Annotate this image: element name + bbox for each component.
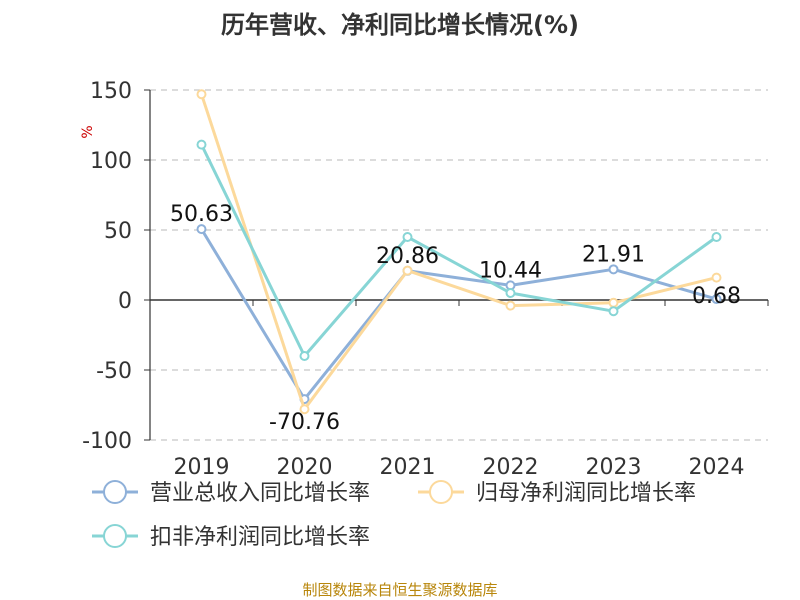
y-axis-unit: % <box>80 125 96 138</box>
legend-swatch-marker <box>103 480 127 504</box>
data-point <box>711 272 722 283</box>
data-point <box>299 351 310 361</box>
legend-label: 归母净利润同比增长率 <box>476 481 696 506</box>
x-tick-label: 2024 <box>689 455 745 480</box>
data-point <box>402 232 413 242</box>
axes: 150 100 50 0 -50 -100 2019 2020 2021 2022 2023 2024 <box>82 79 769 480</box>
x-tick-label: 2019 <box>174 455 230 480</box>
y-tick-label: -50 <box>96 359 132 384</box>
y-tick-label: 150 <box>90 79 132 104</box>
x-tick-label: 2022 <box>483 455 539 480</box>
data-point <box>196 224 207 235</box>
series-line <box>200 143 718 358</box>
data-point <box>402 265 413 276</box>
data-label: -70.76 <box>269 410 340 435</box>
data-point <box>608 297 619 308</box>
data-labels: 50.63 -70.76 20.86 10.44 21.91 0.68 <box>170 202 741 435</box>
data-point <box>505 288 516 298</box>
y-tick-label: 100 <box>90 149 132 174</box>
data-point <box>505 300 516 311</box>
data-label: 0.68 <box>692 284 741 309</box>
legend-label: 营业总收入同比增长率 <box>150 481 370 506</box>
grid-lines <box>150 89 768 441</box>
source-note: 制图数据来自恒生聚源数据库 <box>302 581 497 599</box>
data-point <box>608 306 619 317</box>
data-label: 50.63 <box>170 202 233 227</box>
y-tick-label: -100 <box>82 429 132 454</box>
y-tick-label: 0 <box>118 289 132 314</box>
data-point <box>711 294 722 305</box>
y-tick-label: 50 <box>104 219 132 244</box>
series <box>196 89 722 415</box>
data-label: 20.86 <box>376 244 439 269</box>
data-point <box>711 232 722 242</box>
data-point <box>196 89 207 100</box>
x-tick-label: 2020 <box>277 455 333 480</box>
legend-swatch-marker <box>103 524 127 548</box>
series-line <box>200 228 717 401</box>
x-tick-label: 2023 <box>586 455 642 480</box>
data-point <box>196 139 207 150</box>
legend-label: 扣非净利润同比增长率 <box>150 525 370 550</box>
data-point <box>608 264 619 275</box>
x-tick-label: 2021 <box>380 455 436 480</box>
chart-title: 历年营收、净利同比增长情况(%) <box>221 11 579 39</box>
data-point <box>299 404 310 415</box>
data-label: 10.44 <box>479 258 542 283</box>
data-label: 21.91 <box>582 242 645 267</box>
legend-swatch-marker <box>429 480 453 504</box>
